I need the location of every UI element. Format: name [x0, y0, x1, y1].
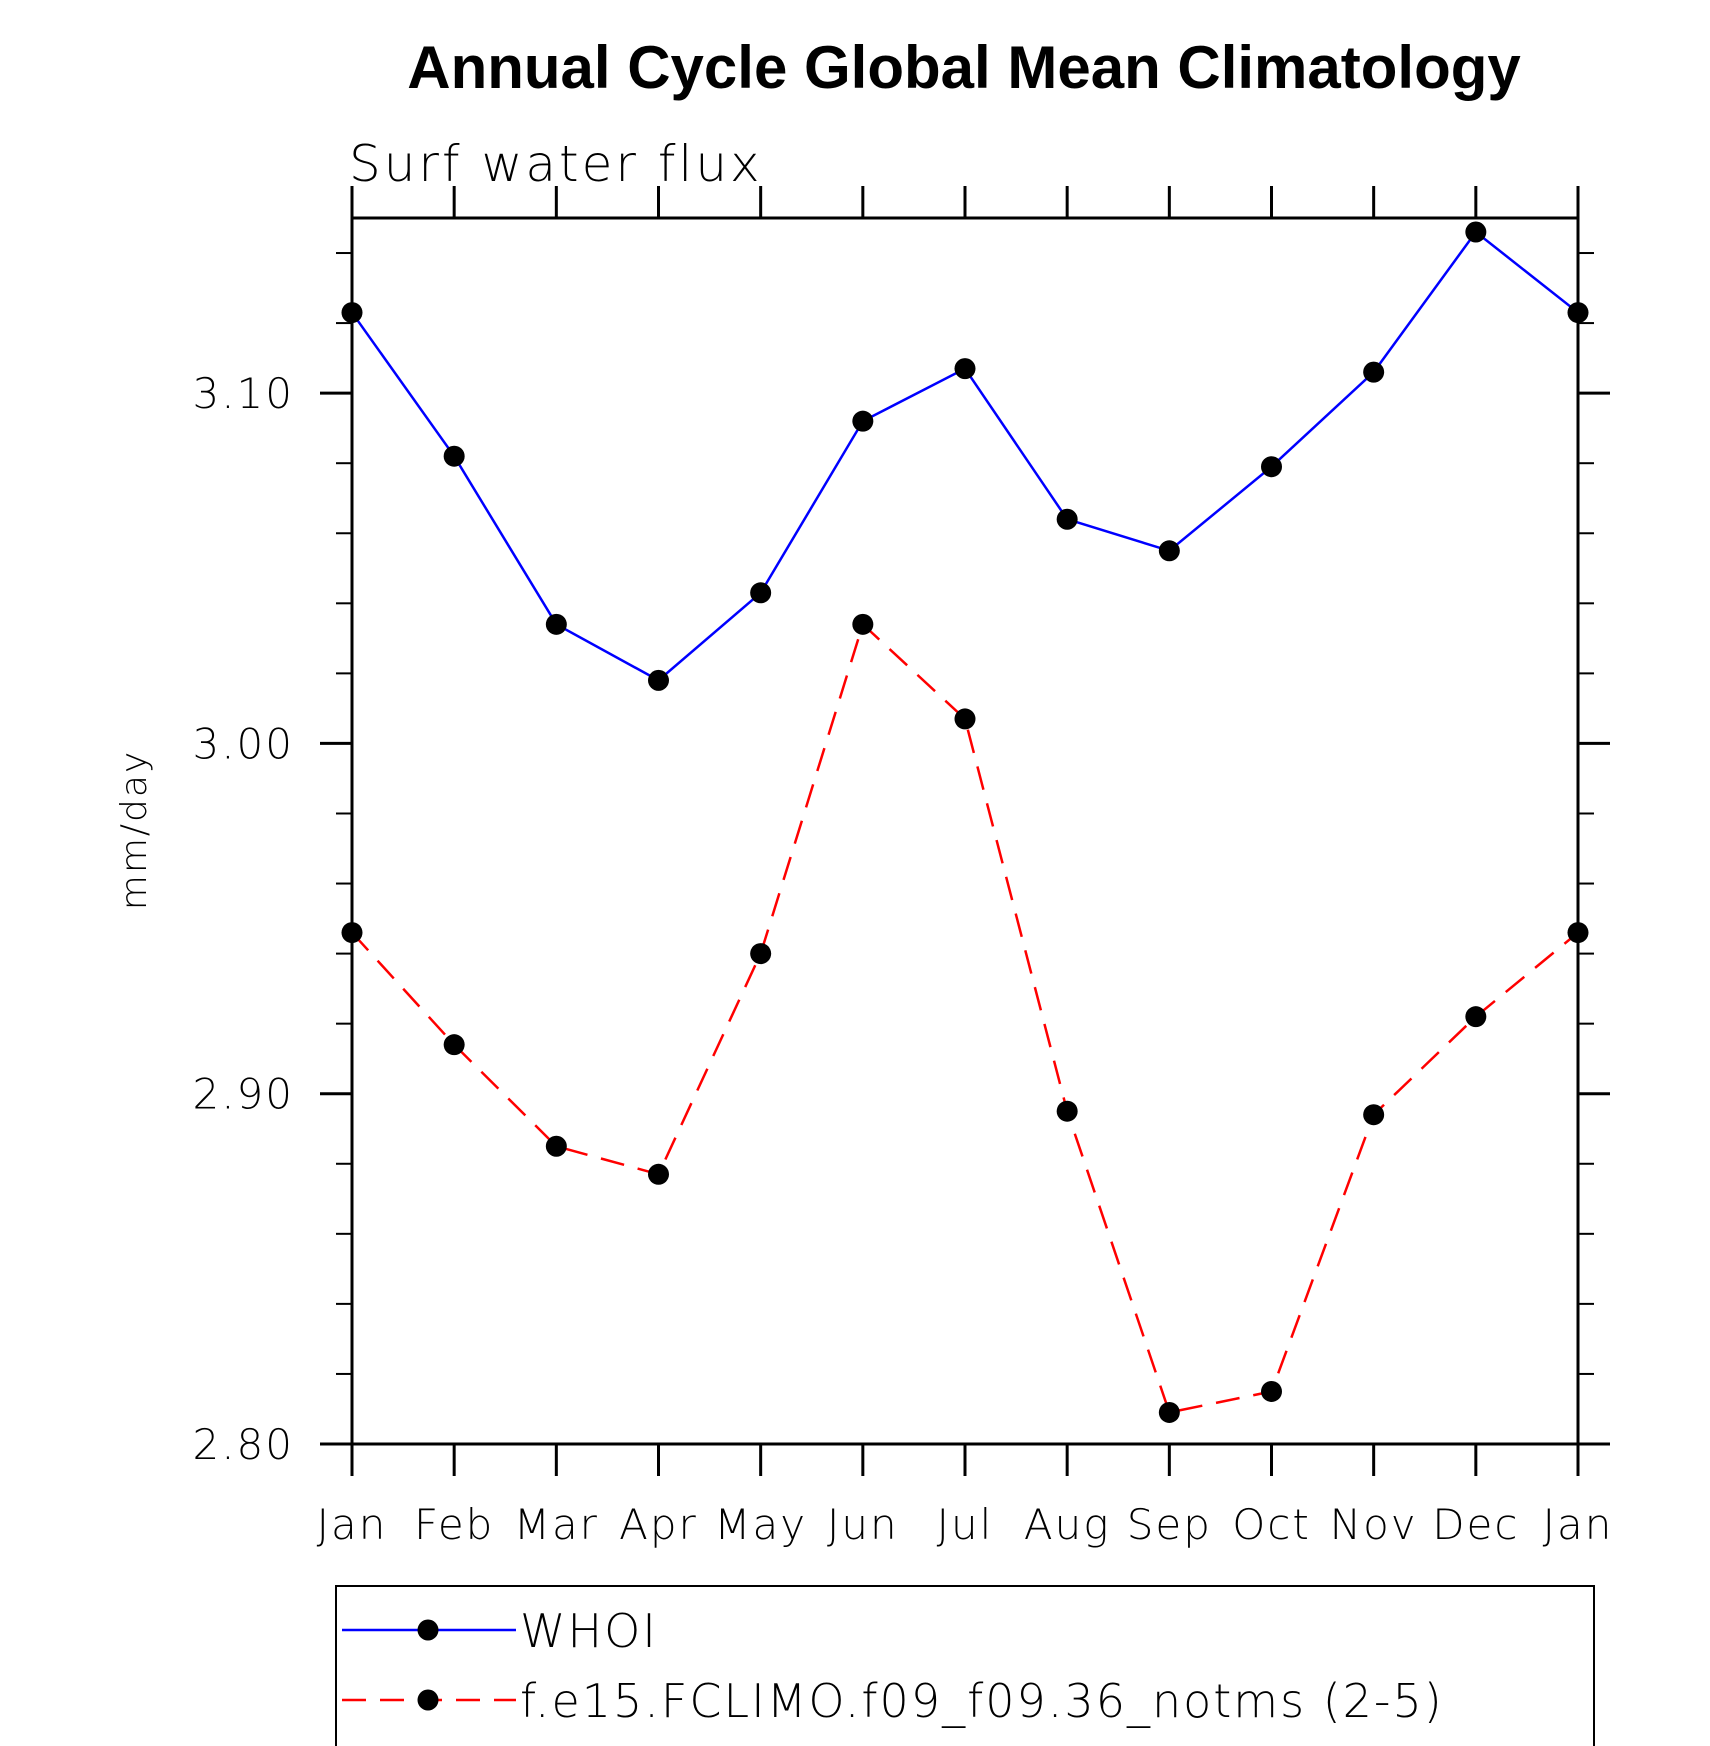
data-point	[545, 613, 567, 635]
data-point	[648, 1163, 669, 1185]
legend-label: WHOI	[520, 1604, 658, 1658]
x-tick-label: Mar	[514, 1500, 599, 1549]
data-point	[1158, 540, 1180, 562]
x-tick-label: Jun	[827, 1500, 899, 1549]
legend-label: f.e15.FCLIMO.f09_f09.36_notms (2-5)	[520, 1674, 1444, 1728]
data-point	[1363, 1104, 1385, 1126]
chart-subtitle: Surf water flux	[349, 135, 763, 193]
data-point	[852, 613, 874, 635]
series-line	[351, 622, 1579, 1414]
plot-frame	[350, 216, 1580, 1446]
legend-item-2: f.e15.FCLIMO.f09_f09.36_notms (2-5)	[342, 1674, 1444, 1728]
data-point	[954, 358, 976, 380]
data-point	[1261, 456, 1282, 478]
series-line	[350, 230, 1579, 682]
legend: WHOI f.e15.FCLIMO.f09_f09.36_notms (2-5)	[335, 1585, 1595, 1746]
data-point	[750, 582, 772, 604]
series-2	[341, 613, 1589, 1423]
data-point	[1465, 221, 1487, 243]
legend-box	[335, 1585, 1595, 1746]
x-tick-label: Dec	[1432, 1500, 1519, 1549]
y-tick-label: 3.00	[192, 719, 294, 768]
x-tick-label: Nov	[1330, 1500, 1418, 1549]
data-point	[852, 410, 874, 432]
data-point	[1158, 1401, 1180, 1423]
series-layer	[341, 221, 1589, 1423]
y-tick-label: 2.90	[192, 1070, 294, 1119]
x-tick-label: Jan	[317, 1500, 388, 1549]
data-point	[750, 943, 772, 965]
x-tick-label: Feb	[414, 1500, 494, 1549]
y-tick-label: 3.10	[192, 369, 294, 418]
data-point	[1261, 1380, 1282, 1402]
data-point	[1056, 508, 1078, 530]
x-tick-label: Jan	[1543, 1500, 1614, 1549]
y-tick-label: 2.80	[192, 1420, 294, 1469]
data-point	[545, 1135, 567, 1157]
x-tick-label: Aug	[1024, 1500, 1111, 1549]
data-point	[1056, 1100, 1078, 1122]
data-point	[443, 1034, 465, 1056]
legend-marker	[417, 1689, 439, 1711]
data-point	[954, 708, 976, 730]
data-point	[1465, 1006, 1487, 1028]
legend-item-1: WHOI	[342, 1604, 658, 1658]
x-tick-label: Apr	[619, 1500, 698, 1549]
chart-title: Annual Cycle Global Mean Climatology	[407, 34, 1521, 101]
axis-ticks	[320, 186, 1610, 1476]
x-tick-label: May	[714, 1500, 807, 1549]
x-tick-label: Sep	[1127, 1500, 1212, 1549]
x-tick-label: Oct	[1232, 1500, 1311, 1549]
tick-labels: Jan Feb Mar Apr May Jun Jul Aug Sep Oct Nov Dec Jan 2…	[192, 369, 1614, 1549]
data-point	[648, 669, 669, 691]
series-1	[341, 221, 1589, 691]
data-point	[1363, 361, 1385, 383]
data-point	[443, 445, 465, 467]
legend-marker	[417, 1619, 439, 1641]
x-tick-label: Jul	[937, 1500, 994, 1549]
y-axis-label: mm/day	[114, 750, 155, 910]
